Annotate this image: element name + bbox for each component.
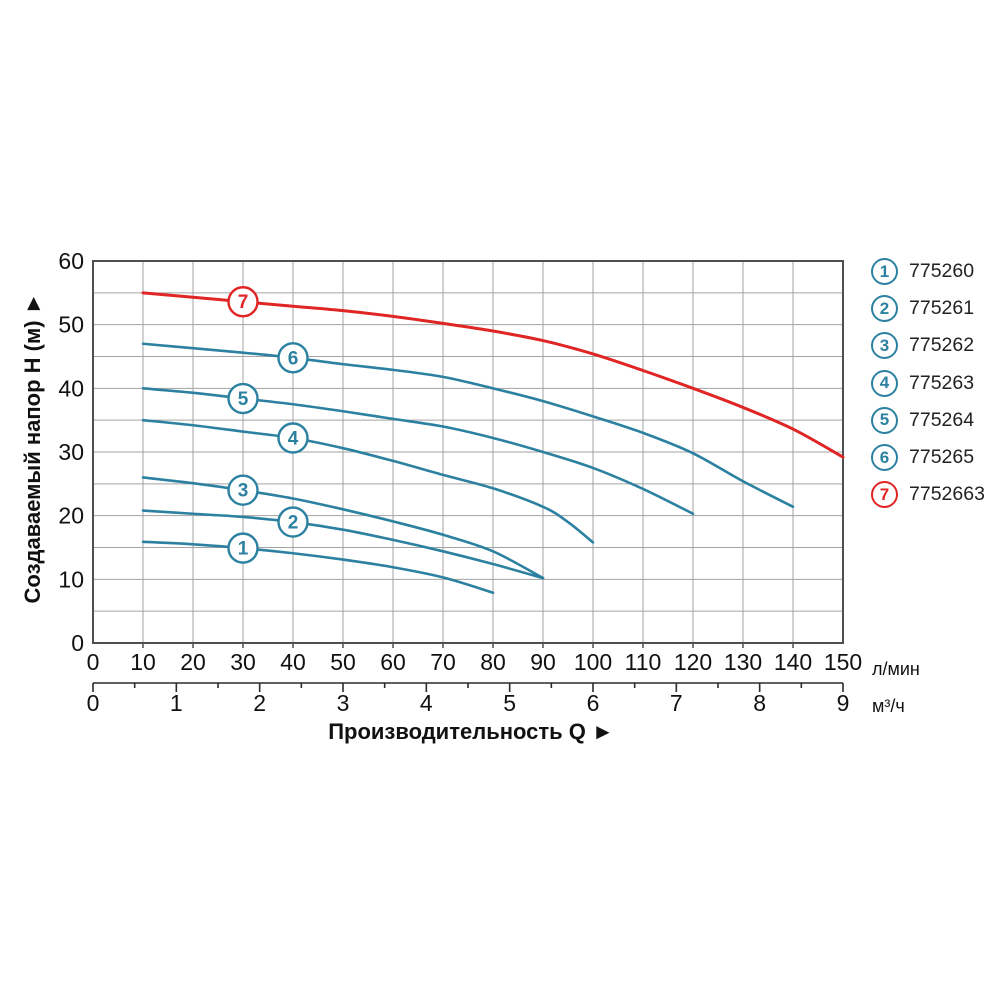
- series-curves: [141, 291, 845, 595]
- curve-marker-number: 3: [238, 481, 249, 502]
- y-axis-tick-labels: 0 10 20 30 40 50 60: [58, 248, 84, 656]
- curve-marker-3: 3: [227, 474, 259, 506]
- x-axis-secondary-ruler: [92, 682, 844, 692]
- x-tick-label-m3h: 2: [253, 690, 266, 716]
- curve-marker-4: 4: [277, 422, 309, 454]
- curve-marker-circle: [277, 506, 309, 538]
- legend-marker-1: 1: [871, 258, 898, 286]
- legend-item-6: 6 775265: [871, 439, 985, 476]
- legend-code: 775262: [909, 334, 975, 357]
- y-tick-label: 0: [71, 630, 84, 656]
- curve-marker-number: 5: [238, 389, 249, 410]
- curve-marker-circle: [227, 382, 259, 415]
- curve-marker-number: 6: [288, 348, 299, 369]
- series-curve-6: [141, 342, 795, 509]
- curve-marker-2: 2: [277, 506, 309, 538]
- x-tick-label-lpm: 100: [574, 649, 612, 675]
- x-axis-secondary-tick-labels: 0 1 2 3 4 5 6 7 8 9: [87, 690, 850, 716]
- x-axis-unit-m3h: м³/ч: [872, 696, 905, 716]
- legend-code: 775265: [909, 446, 975, 469]
- y-tick-label: 60: [58, 248, 84, 274]
- curve-marker-circle: [227, 286, 259, 318]
- x-tick-label-m3h: 6: [587, 690, 600, 716]
- x-tick-label-lpm: 0: [87, 649, 100, 675]
- y-axis-title: Создаваемый напор H (м) ►: [20, 292, 45, 604]
- legend-item-5: 5 775264: [871, 402, 985, 439]
- legend-marker-2: 2: [871, 295, 898, 323]
- legend: 1 775260 2 775261 3 775262 4 775263 5 775264 6 7752…: [871, 253, 985, 513]
- x-axis-primary-ticks: [142, 643, 794, 648]
- curve-marker-5: 5: [227, 382, 259, 415]
- y-tick-label: 10: [58, 566, 84, 592]
- legend-item-3: 3 775262: [871, 327, 985, 364]
- curve-marker-number: 7: [238, 292, 249, 313]
- x-axis-title: Производительность Q ►: [328, 719, 614, 744]
- x-tick-label-lpm: 110: [625, 649, 662, 675]
- x-axis-primary-tick-labels: 0 10 20 30 40 50 60 70 80 90 100 110 120 130 140 150: [87, 649, 863, 675]
- legend-marker-7: 7: [871, 481, 898, 509]
- legend-code: 775260: [909, 260, 975, 283]
- x-tick-label-lpm: 140: [774, 649, 812, 675]
- plot-border: [92, 260, 844, 644]
- curve-marker-circle: [227, 532, 259, 564]
- curve-marker-number: 4: [288, 428, 299, 449]
- x-tick-label-lpm: 130: [724, 649, 762, 675]
- legend-code: 775261: [909, 297, 975, 320]
- x-tick-label-lpm: 150: [824, 649, 862, 675]
- curve-marker-1: 1: [227, 532, 259, 564]
- legend-item-2: 2 775261: [871, 290, 985, 327]
- x-tick-label-m3h: 9: [837, 690, 850, 716]
- curve-marker-circle: [277, 342, 309, 374]
- legend-item-4: 4 775263: [871, 365, 985, 402]
- y-tick-label: 20: [58, 503, 84, 529]
- legend-item-7: 7 7752663: [871, 476, 985, 513]
- x-tick-label-lpm: 50: [330, 649, 356, 675]
- y-tick-label: 30: [58, 439, 84, 465]
- legend-marker-6: 6: [871, 444, 898, 472]
- legend-code: 775264: [909, 408, 975, 431]
- x-tick-label-lpm: 70: [430, 649, 456, 675]
- x-tick-label-lpm: 10: [130, 649, 156, 675]
- x-tick-label-m3h: 3: [337, 690, 350, 716]
- curve-marker-circle: [277, 422, 309, 454]
- x-tick-label-m3h: 5: [503, 690, 516, 716]
- series-curve-1: [141, 540, 495, 595]
- legend-marker-5: 5: [871, 406, 898, 434]
- series-curve-3: [141, 476, 545, 580]
- curve-marker-circle: [227, 474, 259, 506]
- series-curve-5: [141, 387, 695, 516]
- curve-marker-7: 7: [227, 286, 259, 318]
- x-tick-label-lpm: 20: [180, 649, 206, 675]
- curve-marker-number: 2: [288, 513, 299, 534]
- x-tick-label-lpm: 60: [380, 649, 406, 675]
- legend-marker-3: 3: [871, 332, 898, 360]
- x-tick-label-lpm: 90: [530, 649, 556, 675]
- x-tick-label-m3h: 7: [670, 690, 683, 716]
- series-curve-4: [141, 418, 595, 544]
- legend-marker-4: 4: [871, 369, 898, 397]
- legend-code: 775263: [909, 371, 975, 394]
- x-tick-label-m3h: 4: [420, 690, 433, 716]
- y-tick-label: 50: [58, 312, 84, 338]
- gridlines: [93, 261, 843, 643]
- x-axis-unit-lpm: л/мин: [872, 659, 920, 679]
- x-tick-label-m3h: 8: [753, 690, 766, 716]
- x-tick-label-lpm: 80: [480, 649, 506, 675]
- curve-number-markers: 1 2 3 4 5 6 7: [227, 286, 309, 564]
- x-tick-label-lpm: 40: [280, 649, 306, 675]
- curve-marker-number: 1: [238, 539, 249, 560]
- curve-marker-6: 6: [277, 342, 309, 374]
- legend-item-1: 1 775260: [871, 253, 985, 290]
- x-tick-label-m3h: 0: [87, 690, 100, 716]
- x-tick-label-lpm: 30: [230, 649, 256, 675]
- y-tick-label: 40: [58, 375, 84, 401]
- series-curve-2: [141, 509, 545, 580]
- x-tick-label-m3h: 1: [170, 690, 183, 716]
- legend-code: 7752663: [909, 483, 985, 506]
- x-tick-label-lpm: 120: [674, 649, 712, 675]
